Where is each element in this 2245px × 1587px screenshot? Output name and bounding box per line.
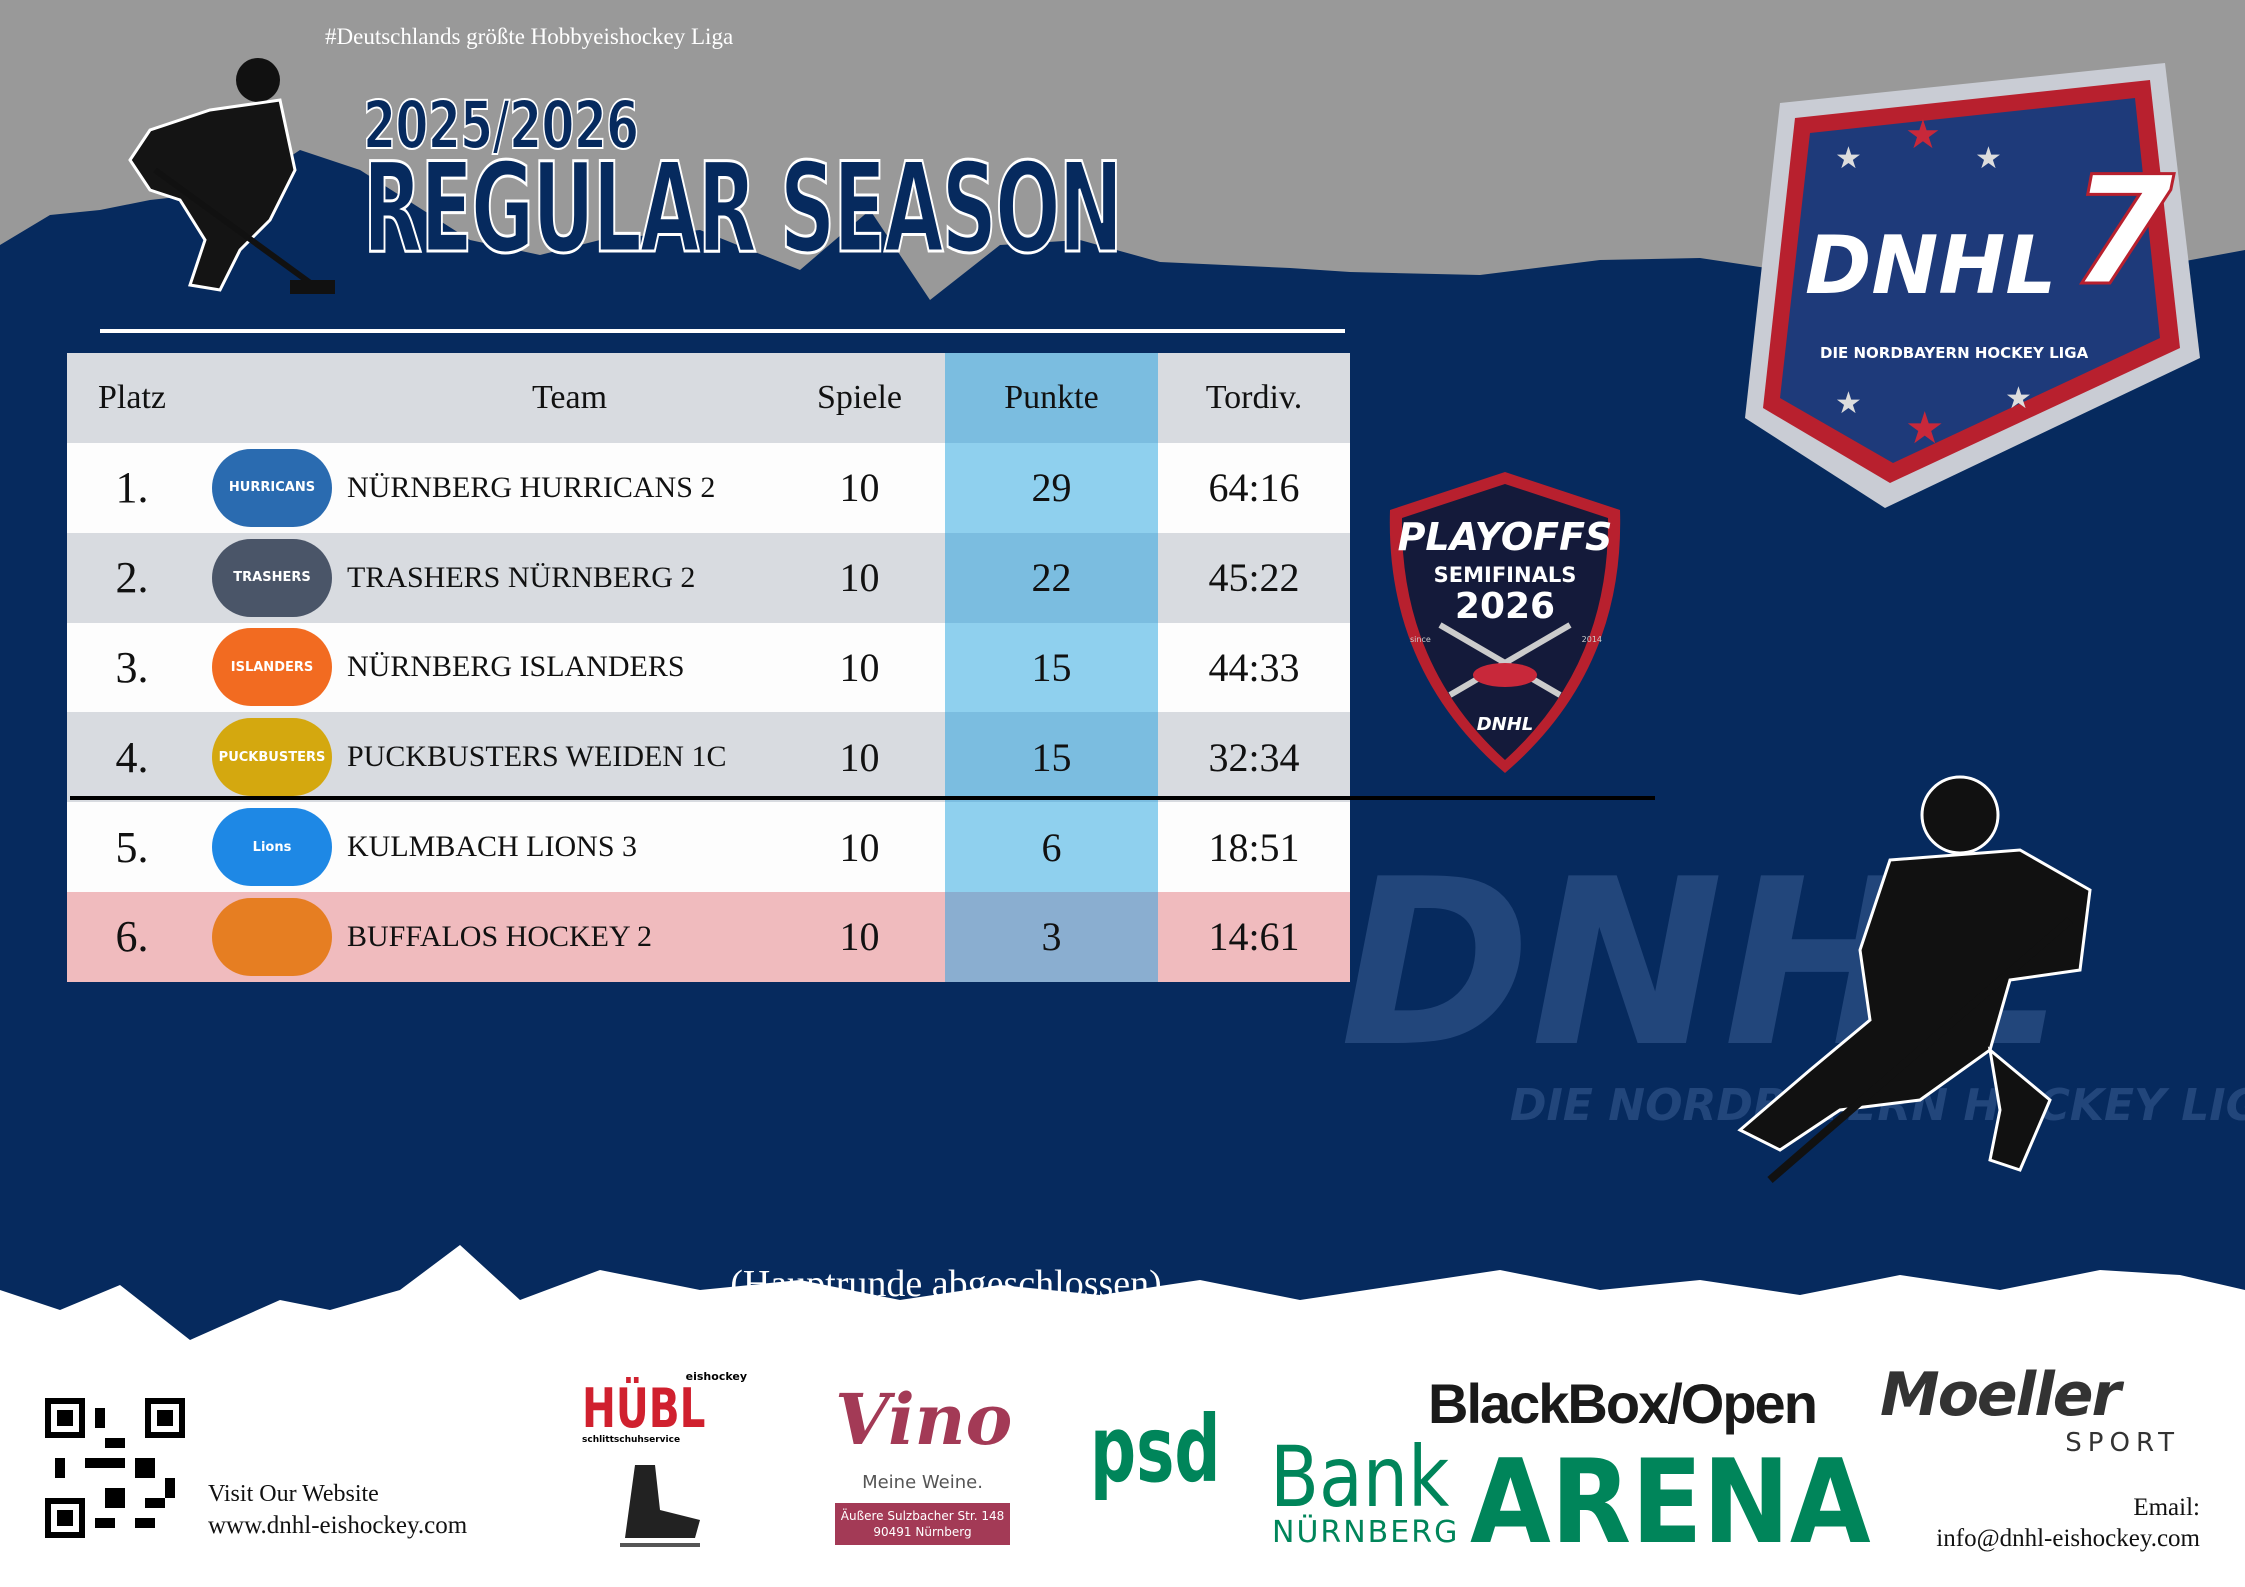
col-platz: Platz xyxy=(67,353,197,443)
team-name: KULMBACH LIONS 3 xyxy=(347,802,774,892)
email-label: Email: xyxy=(2133,1494,2200,1521)
svg-text:DNHL: DNHL xyxy=(1477,714,1534,735)
table-header: Platz Team Spiele Punkte Tordiv. xyxy=(67,353,1350,443)
standings-table: Platz Team Spiele Punkte Tordiv. 1. HURR… xyxy=(67,353,1350,982)
team-logo: TRASHERS xyxy=(197,532,347,623)
dnhl-7-logo: DNHL 7 DIE NORDBAYERN HOCKEY LIGA ★ ★ ★ ★ ★… xyxy=(1745,63,2200,508)
sponsor-blackbox: BlackBox/Open xyxy=(1428,1372,1818,1435)
status-note: (Hauptrunde abgeschlossen) xyxy=(730,1263,1162,1305)
rank: 4. xyxy=(67,712,197,803)
svg-text:★: ★ xyxy=(2005,381,2032,416)
table-row: 2. TRASHERS TRASHERS NÜRNBERG 2 10 22 45… xyxy=(67,532,1350,623)
svg-text:2014: 2014 xyxy=(1582,635,1602,644)
title-divider xyxy=(100,329,1345,333)
tagline: #Deutschlands größte Hobbyeishockey Liga xyxy=(325,24,734,49)
page-title: REGULAR SEASON xyxy=(362,137,1124,281)
table-row: 4. PUCKBUSTERS PUCKBUSTERS WEIDEN 1C 10 … xyxy=(67,712,1350,803)
svg-text:PLAYOFFS: PLAYOFFS xyxy=(1398,515,1613,559)
hockey-player-right-illustration xyxy=(1737,775,2092,1184)
qr-code[interactable] xyxy=(45,1398,185,1538)
sponsor-psd-logo: psd xyxy=(1090,1396,1221,1503)
hockey-player-left-illustration xyxy=(128,58,335,294)
col-tordiv: Tordiv. xyxy=(1158,353,1350,443)
team-logo-badge: Lions xyxy=(212,808,332,887)
visit-label: Visit Our Website xyxy=(208,1481,379,1507)
svg-text:2026: 2026 xyxy=(1455,586,1555,627)
rank: 2. xyxy=(67,532,197,623)
playoff-cutoff-line xyxy=(70,796,1655,800)
points: 6 xyxy=(945,802,1158,892)
team-name: BUFFALOS HOCKEY 2 xyxy=(347,891,774,982)
dnhl-logo-subtitle: DIE NORDBAYERN HOCKEY LIGA xyxy=(1820,344,2089,362)
team-logo-badge: HURRICANS xyxy=(212,448,332,527)
team-logo: PUCKBUSTERS xyxy=(197,712,347,803)
team-name: NÜRNBERG ISLANDERS xyxy=(347,622,774,713)
points: 3 xyxy=(945,891,1158,982)
games: 10 xyxy=(774,712,945,803)
games: 10 xyxy=(774,443,945,533)
sponsor-moeller: Moeller SPORT xyxy=(1880,1360,2180,1458)
season-year: 2025/2026 xyxy=(362,87,640,164)
table-row: 5. Lions KULMBACH LIONS 3 10 6 18:51 xyxy=(67,802,1350,892)
rank: 6. xyxy=(67,891,197,982)
svg-text:★: ★ xyxy=(1905,403,1944,454)
team-name: TRASHERS NÜRNBERG 2 xyxy=(347,532,774,623)
team-name: PUCKBUSTERS WEIDEN 1C xyxy=(347,712,774,803)
sponsor-vino: Vino Meine Weine. Äußere Sulzbacher Str.… xyxy=(835,1380,1012,1545)
team-logo-badge: TRASHERS xyxy=(212,538,332,617)
team-logo: ISLANDERS xyxy=(197,622,347,713)
sponsor-arena: ARENA xyxy=(1470,1435,1871,1570)
skate-icon xyxy=(620,1465,700,1547)
svg-text:since: since xyxy=(1410,635,1431,644)
games: 10 xyxy=(774,802,945,892)
team-logo-badge xyxy=(212,897,332,976)
rank: 5. xyxy=(67,802,197,892)
points: 22 xyxy=(945,532,1158,623)
svg-text:★: ★ xyxy=(1975,141,2002,176)
games: 10 xyxy=(774,532,945,623)
points: 29 xyxy=(945,443,1158,533)
email-link[interactable]: info@dnhl-eishockey.com xyxy=(1936,1525,2200,1552)
dnhl-logo-number: 7 xyxy=(2070,145,2175,319)
points: 15 xyxy=(945,712,1158,803)
team-name: NÜRNBERG HURRICANS 2 xyxy=(347,443,774,533)
goal-difference: 64:16 xyxy=(1158,443,1350,533)
svg-text:★: ★ xyxy=(1835,141,1862,176)
svg-text:SEMIFINALS: SEMIFINALS xyxy=(1434,563,1577,587)
goal-difference: 32:34 xyxy=(1158,712,1350,803)
dnhl-logo-text: DNHL xyxy=(1805,219,2056,312)
games: 10 xyxy=(774,622,945,713)
goal-difference: 14:61 xyxy=(1158,891,1350,982)
table-row: 6. BUFFALOS HOCKEY 2 10 3 14:61 xyxy=(67,891,1350,982)
games: 10 xyxy=(774,891,945,982)
goal-difference: 45:22 xyxy=(1158,532,1350,623)
sponsor-psd-nuernberg: NÜRNBERG xyxy=(1272,1515,1460,1550)
website-link[interactable]: www.dnhl-eishockey.com xyxy=(208,1512,468,1539)
col-punkte: Punkte xyxy=(945,353,1158,443)
team-logo xyxy=(197,891,347,982)
sponsor-huebl: eishockey HÜBL schlittschuhservice xyxy=(582,1370,747,1445)
rank: 3. xyxy=(67,622,197,713)
points: 15 xyxy=(945,622,1158,713)
goal-difference: 44:33 xyxy=(1158,622,1350,713)
table-row: 3. ISLANDERS NÜRNBERG ISLANDERS 10 15 44… xyxy=(67,622,1350,713)
col-spiele: Spiele xyxy=(774,353,945,443)
table-row: 1. HURRICANS NÜRNBERG HURRICANS 2 10 29 … xyxy=(67,443,1350,533)
team-logo-badge: ISLANDERS xyxy=(212,628,332,707)
sponsor-psd-bank: Bank xyxy=(1270,1428,1450,1526)
team-logo: Lions xyxy=(197,802,347,892)
svg-text:★: ★ xyxy=(1905,112,1941,158)
col-team: Team xyxy=(197,353,774,443)
team-logo-badge: PUCKBUSTERS xyxy=(212,718,332,797)
team-logo: HURRICANS xyxy=(197,443,347,533)
svg-text:★: ★ xyxy=(1835,386,1862,421)
rank: 1. xyxy=(67,443,197,533)
playoffs-semifinals-badge: PLAYOFFS since 2014 SEMIFINALS 2026 DNHL xyxy=(1389,472,1621,773)
goal-difference: 18:51 xyxy=(1158,802,1350,892)
